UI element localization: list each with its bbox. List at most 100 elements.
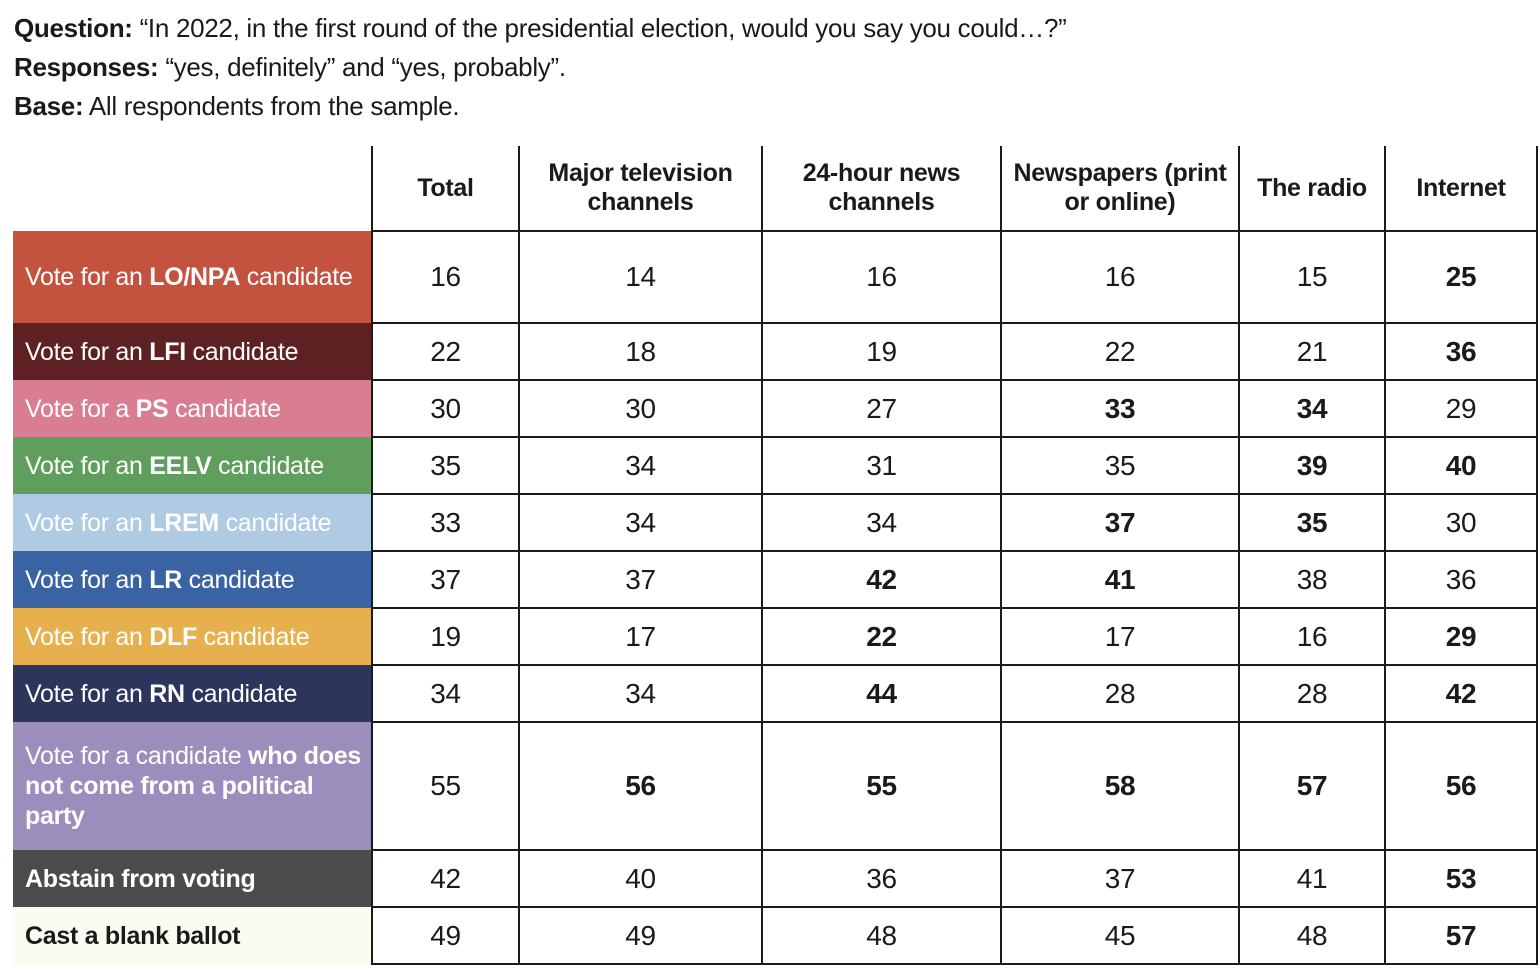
row-label-segment: RN [149,679,185,708]
cell-value: 28 [1000,664,1240,723]
table-row: Cast a blank ballot 49 49 48 45 48 57 [13,906,1538,965]
column-header: Major television channels [518,146,763,232]
row-label-segment: candidate [182,565,295,594]
cell-value: 37 [1000,493,1240,552]
row-label-segment: LREM [149,508,219,537]
row-label: Vote for an EELV candidate [13,437,372,494]
cell-value: 16 [371,230,520,324]
cell-value: 34 [518,664,763,723]
cell-value: 56 [518,721,763,851]
table-row: Abstain from voting 42 40 36 37 41 53 [13,849,1538,908]
row-label-segment: Vote for an [25,508,150,537]
cell-value: 41 [1000,550,1240,609]
cell-value: 38 [1238,550,1386,609]
cell-value: 57 [1384,906,1538,965]
table-row: Vote for an LR candidate 37 37 42 41 38 36 [13,550,1538,609]
row-label-segment: candidate [196,622,310,651]
base-text: All respondents from the sample. [88,91,460,121]
cell-value: 36 [761,849,1002,908]
cell-value: 48 [761,906,1002,965]
cell-value: 57 [1238,721,1386,851]
row-label: Vote for an RN candidate [13,665,372,722]
cell-value: 42 [371,849,520,908]
row-label-segment: Vote for an [25,263,150,291]
question-line: Question: “In 2022, in the first round o… [14,9,1540,48]
base-line: Base: All respondents from the sample. [14,87,1540,126]
cell-value: 55 [371,721,520,851]
row-label-segment: Vote for an [25,679,150,708]
cell-value: 36 [1384,322,1538,381]
cell-value: 17 [1000,607,1240,666]
row-label-segment: PS [135,394,169,423]
cell-value: 44 [761,664,1002,723]
cell-value: 25 [1384,230,1538,324]
cell-value: 41 [1238,849,1386,908]
cell-value: 35 [1000,436,1240,495]
cell-value: 48 [1238,906,1386,965]
cell-value: 34 [1238,379,1386,438]
results-table: Total Major television channels 24-hour ne… [13,146,1538,965]
responses-label: Responses: [14,52,159,82]
table-row: Vote for an LFI candidate 22 18 19 22 21 36 [13,322,1538,381]
cell-value: 34 [518,436,763,495]
row-label: Vote for an LO/NPA candidate [13,231,372,323]
table-row: Vote for an RN candidate 34 34 44 28 28 42 [13,664,1538,723]
cell-value: 42 [1384,664,1538,723]
row-label-segment: Vote for an [25,337,150,366]
cell-value: 34 [761,493,1002,552]
cell-value: 45 [1000,906,1240,965]
cell-value: 15 [1238,230,1386,324]
row-label-segment: Vote for an [25,622,150,651]
row-label: Vote for an DLF candidate [13,608,372,665]
intro-block: Question: “In 2022, in the first round o… [0,0,1540,126]
question-text: “In 2022, in the first round of the pres… [139,13,1067,43]
column-header: Newspapers (print or online) [1000,146,1240,232]
cell-value: 30 [518,379,763,438]
row-label-segment: Vote for an [25,565,150,594]
cell-value: 16 [1000,230,1240,324]
cell-value: 29 [1384,607,1538,666]
header-row: Total Major television channels 24-hour ne… [13,146,1538,232]
row-label: Vote for a candidate who does not come f… [13,722,372,850]
cell-value: 28 [1238,664,1386,723]
column-header: Total [371,146,520,232]
cell-value: 19 [371,607,520,666]
cell-value: 58 [1000,721,1240,851]
cell-value: 39 [1238,436,1386,495]
corner-cell [13,146,372,231]
table-row: Vote for a candidate who does not come f… [13,721,1538,851]
cell-value: 55 [761,721,1002,851]
table-row: Vote for an LREM candidate 33 34 34 37 35 30 [13,493,1538,552]
cell-value: 27 [761,379,1002,438]
cell-value: 16 [1238,607,1386,666]
cell-value: 49 [371,906,520,965]
row-label: Vote for a PS candidate [13,380,372,437]
table-row: Vote for an LO/NPA candidate 16 14 16 16 15 25 [13,230,1538,324]
cell-value: 17 [518,607,763,666]
row-label-segment: DLF [149,622,197,651]
row-label-segment: Cast a blank ballot [25,921,241,950]
cell-value: 18 [518,322,763,381]
cell-value: 33 [371,493,520,552]
row-label-segment: candidate [218,508,332,537]
responses-text: “yes, definitely” and “yes, probably”. [165,52,566,82]
cell-value: 34 [518,493,763,552]
cell-value: 34 [371,664,520,723]
cell-value: 14 [518,230,763,324]
row-label-segment: LFI [149,337,186,366]
cell-value: 37 [1000,849,1240,908]
cell-value: 35 [1238,493,1386,552]
row-label-segment: LO/NPA [149,263,241,291]
cell-value: 30 [371,379,520,438]
cell-value: 36 [1384,550,1538,609]
cell-value: 19 [761,322,1002,381]
row-label-segment: Abstain from voting [25,864,256,893]
row-label: Vote for an LREM candidate [13,494,372,551]
cell-value: 40 [518,849,763,908]
cell-value: 37 [518,550,763,609]
table-row: Vote for an EELV candidate 35 34 31 35 39 40 [13,436,1538,495]
row-label-segment: Vote for an [25,451,150,480]
question-label: Question: [14,13,133,43]
row-label-segment: candidate [211,451,324,480]
row-label-segment: LR [149,565,183,594]
